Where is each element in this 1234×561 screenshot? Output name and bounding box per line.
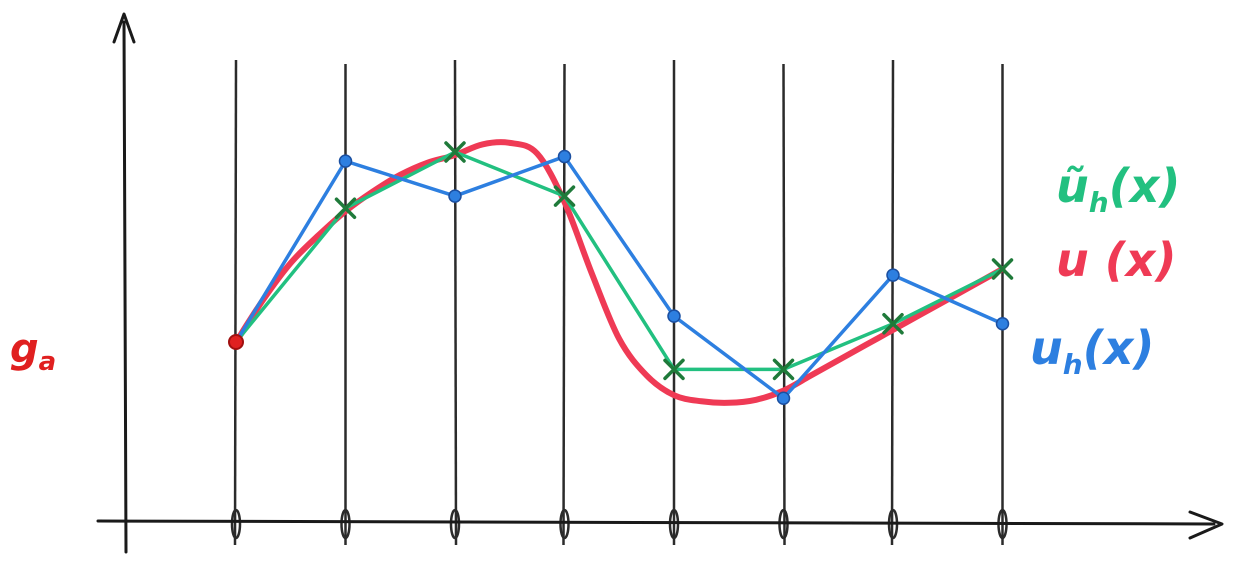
boundary-value-label: ga: [10, 326, 56, 377]
fe-solution-argument: (x): [1083, 321, 1155, 375]
interp-cross-marker: [882, 313, 904, 335]
fe-node-marker: [557, 149, 572, 164]
nodal-interpolant-crosses: [334, 141, 1014, 381]
fe-node-marker: [338, 154, 353, 168]
y-axis: [122, 20, 128, 554]
x-axis-arrowhead: [1188, 510, 1224, 540]
x-axis: [96, 519, 1216, 526]
nodal-interpolant-line: [234, 150, 1004, 372]
node-tick: [449, 508, 461, 540]
exact-solution-label: u (x): [1056, 233, 1176, 287]
node-gridlines: [230, 59, 1008, 546]
node-tick: [340, 508, 351, 540]
fe-solution-line: [234, 154, 1004, 400]
interp-cross-marker: [663, 358, 685, 381]
fe-node-marker: [667, 309, 681, 323]
interp-cross-marker: [553, 185, 576, 207]
interp-cross-marker: [772, 358, 795, 381]
node-gridline: [782, 63, 786, 546]
fe-node-marker: [886, 268, 900, 282]
boundary-value-symbol: g: [10, 326, 39, 372]
node-gridline: [453, 59, 458, 546]
interp-cross-marker: [334, 197, 357, 219]
node-gridline: [233, 59, 238, 546]
axes: [96, 12, 1224, 554]
fe-solution-label: uh(x): [1030, 321, 1154, 381]
fe-node-marker: [776, 391, 791, 405]
nodal-interpolant-symbol: ũ: [1056, 159, 1089, 213]
interp-cross-marker: [991, 258, 1014, 280]
fe-solution-symbol: u: [1030, 321, 1063, 375]
interp-cross-marker: [444, 141, 466, 163]
y-axis-arrowhead: [112, 12, 136, 44]
nodal-interpolant-subscript: h: [1089, 186, 1109, 219]
fe-solution-subscript: h: [1063, 348, 1083, 381]
fe-node-marker: [448, 189, 462, 203]
fe-node-marker: [995, 317, 1010, 331]
boundary-point: [228, 334, 244, 350]
node-gridline: [890, 59, 895, 546]
boundary-value-subscript: a: [39, 347, 57, 377]
node-tick: [230, 508, 242, 540]
nodal-interpolant-label: ũh(x): [1056, 159, 1180, 219]
node-tick: [559, 508, 570, 540]
fe-solution-nodes: [338, 149, 1010, 405]
node-gridline: [562, 63, 566, 546]
nodal-interpolant-argument: (x): [1109, 159, 1181, 213]
